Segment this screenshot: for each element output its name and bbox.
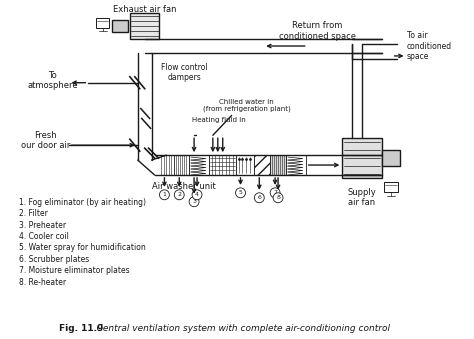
Bar: [189, 155, 209, 175]
Circle shape: [236, 188, 246, 198]
Bar: [286, 155, 306, 175]
Circle shape: [192, 190, 202, 200]
Circle shape: [189, 197, 199, 207]
Text: 1: 1: [163, 192, 166, 197]
Text: 5: 5: [238, 190, 243, 195]
Circle shape: [174, 190, 184, 200]
Bar: [270, 155, 286, 175]
Bar: [130, 13, 159, 39]
Bar: [209, 155, 236, 175]
Bar: [96, 18, 109, 28]
Text: 7: 7: [273, 190, 277, 195]
Text: Heating fluid in: Heating fluid in: [192, 117, 246, 123]
Text: Chilled water in
(from refrigeration plant): Chilled water in (from refrigeration pla…: [202, 99, 290, 112]
Text: 2: 2: [177, 192, 181, 197]
Text: Flow control
dampers: Flow control dampers: [161, 63, 208, 82]
Text: 6. Scrubber plates: 6. Scrubber plates: [19, 255, 90, 264]
Text: Air washer unit: Air washer unit: [152, 182, 216, 191]
Text: 4. Cooler coil: 4. Cooler coil: [19, 232, 69, 241]
Bar: [342, 138, 382, 178]
Bar: [382, 150, 400, 166]
Text: 3. Preheater: 3. Preheater: [19, 221, 66, 230]
Bar: [255, 155, 270, 175]
Text: 7. Moisture eliminator plates: 7. Moisture eliminator plates: [19, 266, 130, 275]
Bar: [236, 155, 255, 175]
Text: 2. Filter: 2. Filter: [19, 209, 48, 218]
Text: Central ventilation system with complete air-conditioning control: Central ventilation system with complete…: [88, 324, 391, 333]
Text: To air
conditioned
space: To air conditioned space: [407, 31, 452, 61]
Circle shape: [270, 188, 280, 198]
Text: 1. Fog eliminator (by air heating): 1. Fog eliminator (by air heating): [19, 198, 146, 207]
Text: 3: 3: [192, 199, 196, 204]
Circle shape: [159, 190, 169, 200]
Text: Fresh
our door air: Fresh our door air: [21, 131, 71, 150]
Text: 5. Water spray for humidification: 5. Water spray for humidification: [19, 243, 146, 253]
Text: Return from
conditioned space: Return from conditioned space: [279, 21, 356, 41]
Text: Fig. 11.9: Fig. 11.9: [59, 324, 103, 333]
Text: Supply
air fan: Supply air fan: [348, 188, 376, 207]
Circle shape: [255, 193, 264, 203]
Text: 8: 8: [276, 195, 280, 200]
Bar: [112, 20, 128, 32]
Bar: [174, 155, 189, 175]
Circle shape: [273, 193, 283, 203]
Text: 4: 4: [195, 192, 199, 197]
Bar: [384, 182, 398, 192]
Text: Exhaust air fan: Exhaust air fan: [113, 5, 176, 14]
Text: 6: 6: [257, 195, 261, 200]
Text: To
atmosphere: To atmosphere: [27, 71, 78, 91]
Text: 8. Re-heater: 8. Re-heater: [19, 278, 66, 286]
